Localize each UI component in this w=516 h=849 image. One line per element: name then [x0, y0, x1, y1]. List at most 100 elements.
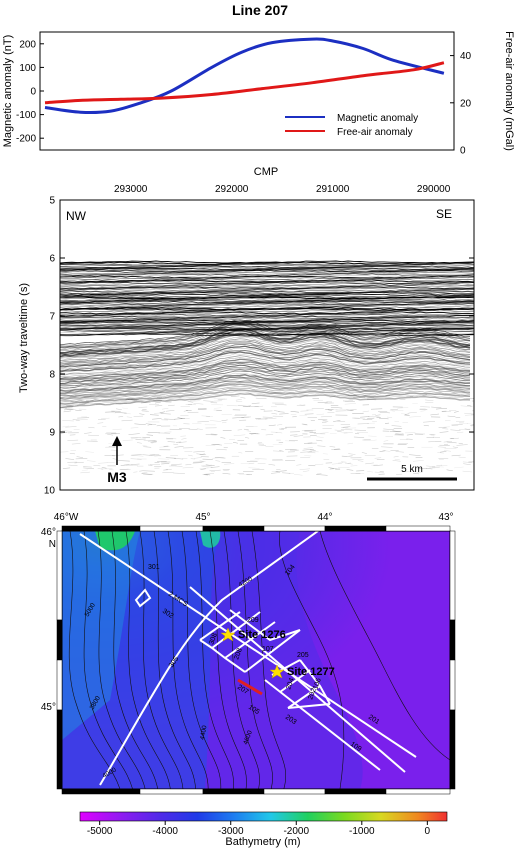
seismic-noise — [142, 454, 151, 456]
map-border-segment — [61, 525, 141, 532]
seismic-noise — [132, 455, 144, 457]
cmp-tick-label: 291000 — [316, 184, 350, 195]
seismic-noise — [452, 446, 459, 448]
seismic-noise — [165, 410, 175, 412]
seismic-noise — [173, 472, 185, 474]
seismic-noise — [285, 395, 292, 398]
seismic-reflector — [60, 372, 471, 390]
seismic-noise — [101, 467, 107, 469]
map-shading-shelf — [62, 531, 140, 740]
seismic-reflector — [60, 260, 474, 264]
map-border-segment — [385, 788, 451, 795]
seismic-noise — [98, 462, 108, 464]
seismic-reflector — [60, 292, 474, 295]
seismic-noise — [316, 439, 323, 442]
seismic-noise — [345, 462, 352, 464]
seismic-noise — [303, 442, 313, 444]
seismic-noise — [154, 405, 163, 407]
seismic-noise — [88, 434, 100, 436]
seismic-noise — [370, 439, 377, 442]
seismic-reflector — [60, 267, 474, 271]
seismic-noise — [397, 407, 409, 409]
seismic-background — [60, 200, 474, 490]
seismic-noise — [65, 458, 75, 460]
seismic-noise — [72, 419, 80, 421]
bathymetry-contours — [68, 531, 450, 789]
map-border-segment — [263, 788, 326, 795]
contour-label: 4400 — [199, 725, 208, 741]
seismic-reflector — [60, 344, 471, 367]
cmp-tick-label: 290000 — [417, 184, 451, 195]
seismic-noise — [322, 420, 329, 422]
seismic-noise — [72, 401, 80, 403]
contour-line — [319, 531, 450, 761]
seismic-noise — [124, 402, 136, 404]
series-line-free-air — [44, 61, 445, 105]
seismic-noise — [395, 451, 404, 453]
seismic-noise — [303, 424, 308, 426]
site-1277-star — [269, 664, 285, 679]
seismic-noise — [241, 416, 251, 418]
seismic-noise — [62, 430, 72, 432]
seismic-noise — [302, 448, 315, 451]
twt-axis-label: Two-way traveltime (s) — [18, 283, 30, 393]
colorbar-tick-label: -3000 — [218, 826, 244, 837]
seismic-noise — [258, 418, 267, 420]
seismic-reflector — [60, 265, 474, 270]
seismic-noise — [316, 413, 325, 416]
map-border-segment — [61, 788, 141, 795]
seismic-noise — [375, 414, 381, 416]
seismic-noise — [331, 448, 341, 451]
seismic-noise — [329, 396, 336, 398]
seismic-noise — [450, 429, 461, 431]
seismic-noise — [320, 432, 329, 434]
seismic-noise — [298, 395, 308, 397]
contour-line — [97, 531, 146, 789]
seismic-reflector — [60, 319, 471, 346]
seismic-noise — [224, 463, 235, 465]
map-border-segment — [449, 659, 456, 711]
seismic-noise — [134, 423, 146, 426]
seismic-noise — [350, 465, 358, 467]
seismic-reflector — [60, 277, 474, 281]
seismic-noise — [77, 404, 86, 406]
seismic-noise — [122, 439, 133, 441]
seismic-noise — [147, 432, 160, 434]
seismic-noise — [361, 452, 367, 454]
seismic-noise — [379, 450, 386, 452]
seismic-noise — [174, 446, 184, 448]
twt-tick-label: 6 — [49, 254, 55, 265]
legend: Magnetic anomaly Free-air anomaly — [285, 113, 418, 138]
seismic-reflector — [60, 270, 474, 273]
seismic-reflector — [60, 321, 474, 325]
seismic-noise — [173, 458, 184, 460]
seismic-noise — [347, 442, 354, 445]
seismic-noise — [237, 405, 250, 407]
seismic-noise — [304, 455, 312, 457]
seismic-noise — [104, 455, 115, 457]
seismic-panel: CMP 293000 292000 291000 290000 5 6 7 8 9 10 Two… — [18, 166, 475, 497]
seismic-reflector — [60, 316, 474, 320]
seismic-noise — [167, 441, 176, 443]
seismic-noise — [111, 454, 124, 456]
seismic-noise — [406, 434, 413, 436]
seismic-noise — [333, 420, 341, 422]
seismic-noise — [307, 451, 316, 454]
seismic-noise — [426, 467, 433, 470]
seismic-noise — [221, 421, 227, 424]
seismic-noise — [265, 446, 274, 448]
seismic-noise — [185, 404, 196, 406]
lon-label: 44° — [317, 512, 332, 523]
seismic-noise — [435, 407, 448, 410]
lon-label: 45° — [195, 512, 210, 523]
seismic-noise — [456, 444, 468, 446]
contour-line — [251, 531, 287, 789]
seismic-noise — [181, 458, 188, 460]
twt-tick-label: 9 — [49, 428, 55, 439]
seismic-noise — [200, 468, 206, 470]
seismic-reflector — [60, 338, 471, 362]
seismic-noise — [341, 426, 351, 428]
seismic-reflectors — [60, 260, 474, 476]
seismic-reflector — [60, 349, 471, 371]
map-border-segment — [202, 525, 265, 532]
